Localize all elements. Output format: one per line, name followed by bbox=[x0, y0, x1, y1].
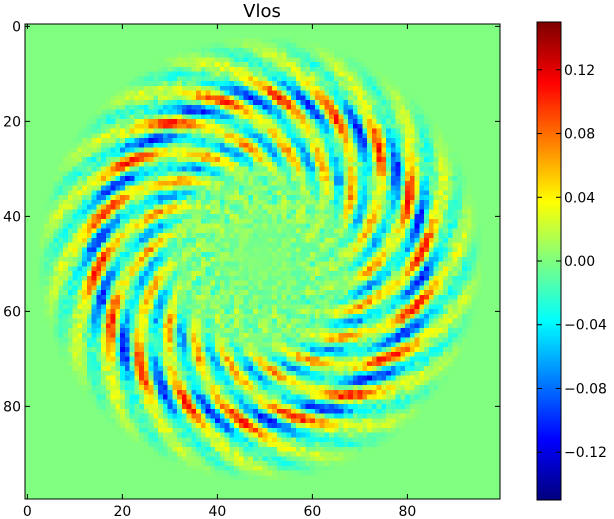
y-axis-ticks: 0 20 40 60 80 bbox=[3, 19, 500, 415]
colorbar-tick-label: 0.08 bbox=[564, 127, 595, 143]
colorbar-tick-label: −0.08 bbox=[564, 381, 607, 397]
y-tick-label: 0 bbox=[12, 19, 21, 35]
colorbar-tick-label: 0.04 bbox=[564, 190, 595, 206]
colorbar-ticks: 0.12 0.08 0.04 0.00 −0.04 −0.08 −0.12 bbox=[537, 63, 607, 461]
x-tick-label: 60 bbox=[303, 504, 321, 519]
colorbar-tick-label: −0.04 bbox=[564, 318, 607, 334]
x-tick-label: 80 bbox=[398, 504, 416, 519]
y-tick-label: 60 bbox=[3, 304, 21, 320]
x-tick-label: 40 bbox=[208, 504, 226, 519]
x-tick-label: 0 bbox=[23, 504, 32, 519]
colorbar-tick-label: 0.00 bbox=[564, 254, 595, 270]
x-axis-ticks: 0 20 40 60 80 bbox=[23, 24, 416, 519]
y-tick-label: 20 bbox=[3, 114, 21, 130]
colorbar-tick-label: −0.12 bbox=[564, 445, 607, 461]
plot-frame bbox=[24, 23, 501, 500]
heatmap-image bbox=[25, 24, 500, 499]
x-tick-label: 20 bbox=[113, 504, 131, 519]
colorbar-tick-label: 0.12 bbox=[564, 63, 595, 79]
y-tick-label: 80 bbox=[3, 399, 21, 415]
y-tick-label: 40 bbox=[3, 209, 21, 225]
chart-title: Vlos bbox=[243, 1, 281, 22]
